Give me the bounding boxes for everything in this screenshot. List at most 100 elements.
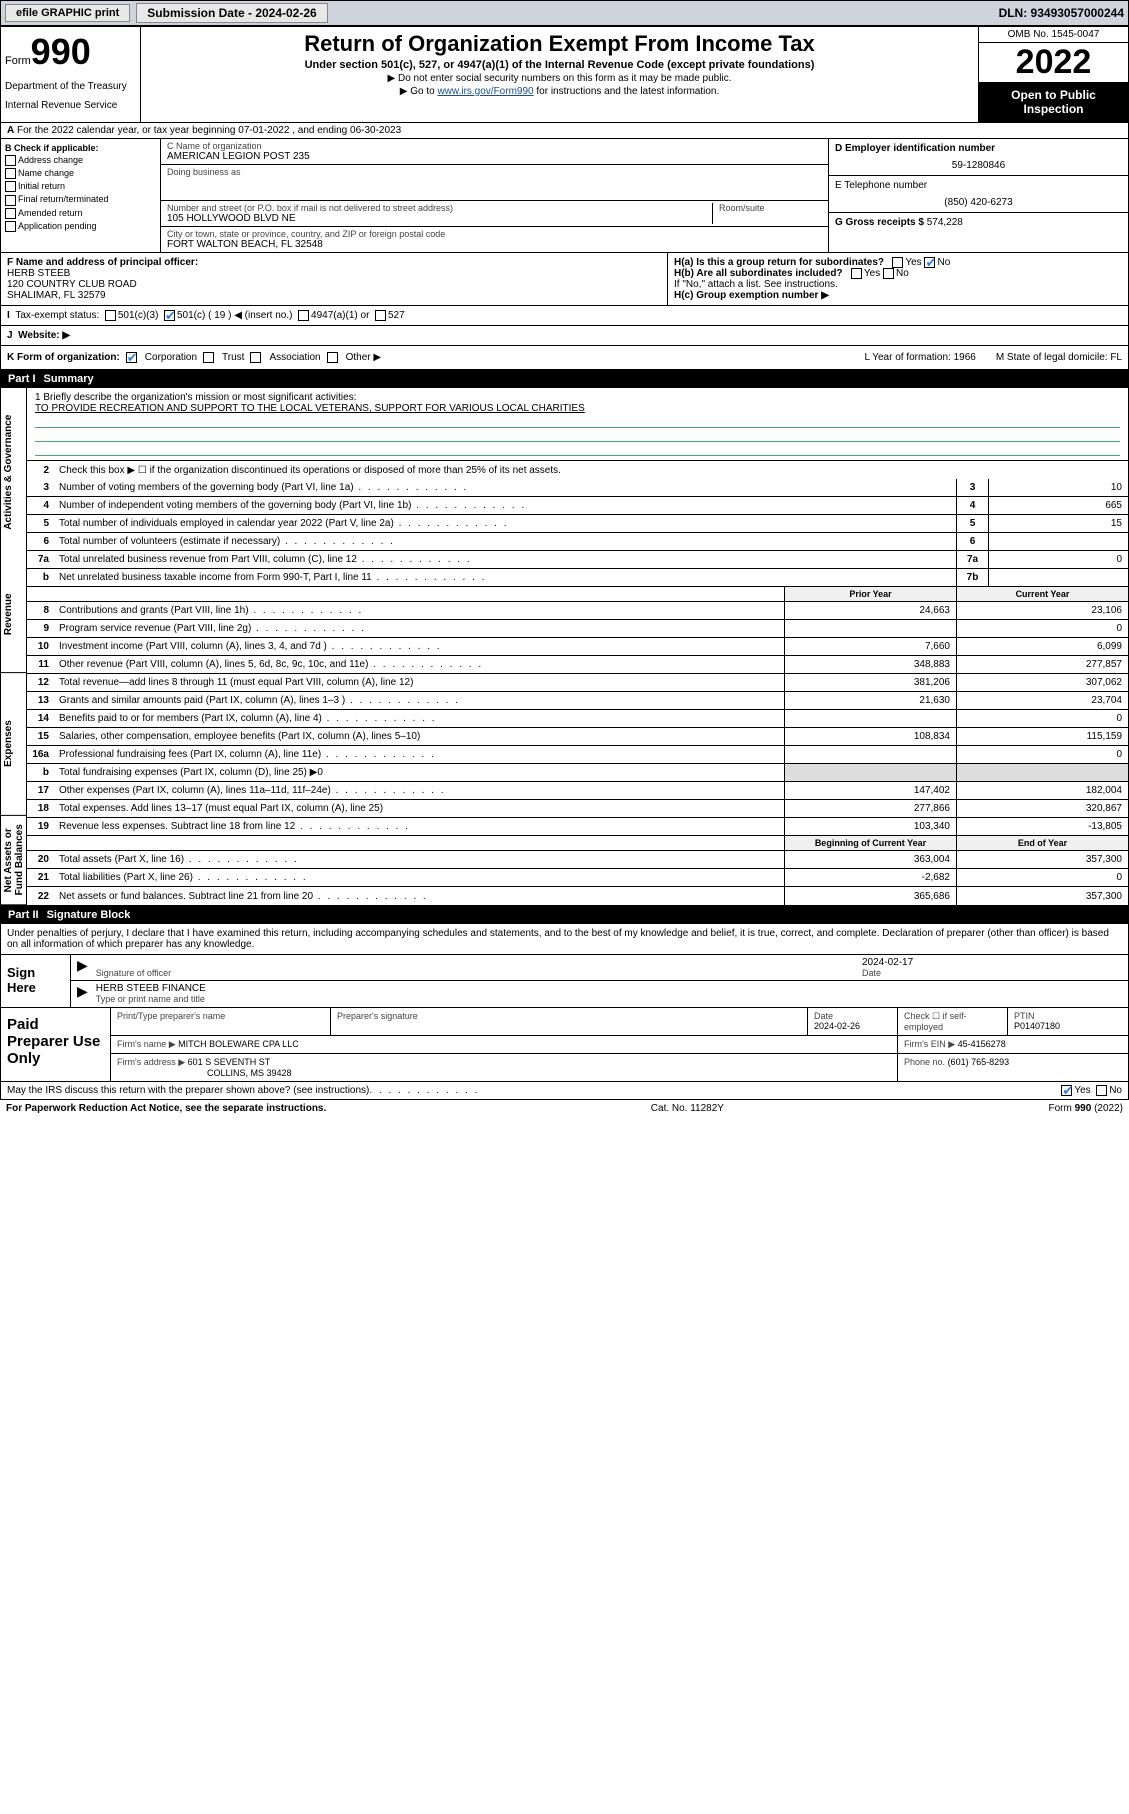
cb-assoc[interactable]: Association [269, 352, 320, 363]
line-9: 9Program service revenue (Part VIII, lin… [27, 620, 1128, 638]
room-label: Room/suite [719, 203, 822, 213]
tel-label: E Telephone number [835, 180, 927, 191]
tax-year: 2022 [979, 43, 1128, 82]
street-row: Number and street (or P.O. box if mail i… [161, 201, 828, 227]
cb-amended[interactable]: Amended return [5, 208, 156, 219]
line-6: 6Total number of volunteers (estimate if… [27, 533, 1128, 551]
row-i: I Tax-exempt status: 501(c)(3) 501(c) ( … [0, 306, 1129, 326]
h-section: H(a) Is this a group return for subordin… [668, 253, 1128, 305]
paid-row-1: Print/Type preparer's name Preparer's si… [111, 1008, 1128, 1036]
paid-preparer-block: Paid Preparer Use Only Print/Type prepar… [0, 1008, 1129, 1082]
cb-corp[interactable]: Corporation [145, 352, 197, 363]
city-label: City or town, state or province, country… [167, 229, 822, 239]
sig-date-label: Date [862, 968, 1122, 978]
summary: Activities & Governance Revenue Expenses… [0, 388, 1129, 906]
cb-address[interactable]: Address change [5, 155, 156, 166]
col-de: D Employer identification number 59-1280… [828, 139, 1128, 252]
part2-header: Part II Signature Block [0, 906, 1129, 924]
line-13: 13Grants and similar amounts paid (Part … [27, 692, 1128, 710]
city: FORT WALTON BEACH, FL 32548 [167, 239, 822, 250]
cb-name[interactable]: Name change [5, 168, 156, 179]
goto-pre: ▶ Go to [400, 86, 438, 97]
officer-addr1: 120 COUNTRY CLUB ROAD [7, 279, 137, 290]
block-bc: B Check if applicable: Address change Na… [0, 139, 1129, 253]
cb-final[interactable]: Final return/terminated [5, 194, 156, 205]
line-2: 2Check this box ▶ ☐ if the organization … [27, 461, 1128, 479]
city-row: City or town, state or province, country… [161, 227, 828, 252]
hdr-begin-end: Beginning of Current YearEnd of Year [27, 836, 1128, 851]
vtab-governance: Activities & Governance [1, 388, 26, 557]
cb-501c[interactable]: 501(c) ( 19 ) ◀ (insert no.) [177, 310, 293, 321]
part1-title: Summary [44, 373, 94, 385]
footer-cat: Cat. No. 11282Y [326, 1103, 1048, 1114]
website-label: Website: ▶ [18, 330, 70, 341]
hb-row: H(b) Are all subordinates included? Yes … [674, 268, 1122, 279]
paid-row-2: Firm's name ▶ MITCH BOLEWARE CPA LLC Fir… [111, 1036, 1128, 1054]
vtab-revenue: Revenue [1, 557, 26, 673]
submission-date: Submission Date - 2024-02-26 [136, 3, 327, 23]
line-11: 11Other revenue (Part VIII, column (A), … [27, 656, 1128, 674]
paid-row-3: Firm's address ▶ 601 S SEVENTH STCOLLINS… [111, 1054, 1128, 1081]
irs: Internal Revenue Service [5, 100, 136, 111]
officer-print-name: HERB STEEB FINANCE [96, 983, 1122, 994]
cb-initial[interactable]: Initial return [5, 181, 156, 192]
telephone: (850) 420-6273 [835, 197, 1122, 208]
cb-4947[interactable]: 4947(a)(1) or [311, 310, 369, 321]
mission-line [35, 428, 1120, 442]
cb-trust[interactable]: Trust [222, 352, 244, 363]
efile-btn[interactable]: efile GRAPHIC print [5, 4, 130, 22]
form-title: Return of Organization Exempt From Incom… [149, 31, 970, 57]
f-label: F Name and address of principal officer: [7, 257, 198, 268]
vtab-expenses: Expenses [1, 673, 26, 816]
dba-cell: Doing business as [161, 165, 828, 201]
header-mid: Return of Organization Exempt From Incom… [141, 27, 978, 122]
form-number: 990 [31, 31, 91, 72]
part1-header: Part I Summary [0, 370, 1129, 388]
header-right: OMB No. 1545-0047 2022 Open to Public In… [978, 27, 1128, 122]
part2-title: Signature Block [47, 909, 131, 921]
line-18: 18Total expenses. Add lines 13–17 (must … [27, 800, 1128, 818]
cb-application[interactable]: Application pending [5, 221, 156, 232]
part1-num: Part I [8, 373, 44, 385]
line-20: 20Total assets (Part X, line 16)363,0043… [27, 851, 1128, 869]
vtabs: Activities & Governance Revenue Expenses… [1, 388, 27, 905]
note-ssn: ▶ Do not enter social security numbers o… [149, 73, 970, 84]
col-c: C Name of organization AMERICAN LEGION P… [161, 139, 1128, 252]
ein: 59-1280846 [835, 160, 1122, 171]
cb-501c3[interactable]: 501(c)(3) [118, 310, 159, 321]
officer-name: HERB STEEB [7, 268, 70, 279]
dba-label: Doing business as [167, 167, 822, 177]
paid-label: Paid Preparer Use Only [1, 1008, 111, 1081]
cb-may-yes[interactable] [1061, 1085, 1072, 1096]
line-10: 10Investment income (Part VIII, column (… [27, 638, 1128, 656]
dln: DLN: 93493057000244 [999, 6, 1124, 20]
k-label: K Form of organization: [7, 352, 120, 363]
mission-label: 1 Briefly describe the organization's mi… [35, 392, 1120, 403]
may-discuss-row: May the IRS discuss this return with the… [0, 1082, 1129, 1100]
line-22: 22Net assets or fund balances. Subtract … [27, 887, 1128, 905]
cb-may-no[interactable] [1096, 1085, 1107, 1096]
arrow-icon: ▶ [77, 983, 88, 1005]
form990-link[interactable]: www.irs.gov/Form990 [437, 86, 533, 97]
year-formation: L Year of formation: 1966 [864, 352, 975, 363]
row-a: A For the 2022 calendar year, or tax yea… [0, 123, 1129, 139]
line-19: 19Revenue less expenses. Subtract line 1… [27, 818, 1128, 836]
gross-receipts: 574,228 [927, 217, 963, 228]
summary-body: 1 Briefly describe the organization's mi… [27, 388, 1128, 905]
line-21: 21Total liabilities (Part X, line 26)-2,… [27, 869, 1128, 887]
cb-527[interactable]: 527 [388, 310, 405, 321]
org-name-cell: C Name of organization AMERICAN LEGION P… [161, 139, 828, 165]
sig-officer-label: Signature of officer [96, 968, 862, 978]
mission-line [35, 442, 1120, 456]
col-b: B Check if applicable: Address change Na… [1, 139, 161, 252]
hdr-prior-current: Prior YearCurrent Year [27, 587, 1128, 602]
line-5: 5Total number of individuals employed in… [27, 515, 1128, 533]
top-bar: efile GRAPHIC print Submission Date - 20… [0, 0, 1129, 26]
room-cell: Room/suite [712, 203, 822, 224]
goto-post: for instructions and the latest informat… [534, 86, 720, 97]
state-domicile: M State of legal domicile: FL [996, 352, 1122, 363]
cb-other[interactable]: Other ▶ [346, 352, 381, 363]
mission-line [35, 414, 1120, 428]
omb: OMB No. 1545-0047 [979, 27, 1128, 43]
sign-here-label: Sign Here [1, 955, 71, 1007]
